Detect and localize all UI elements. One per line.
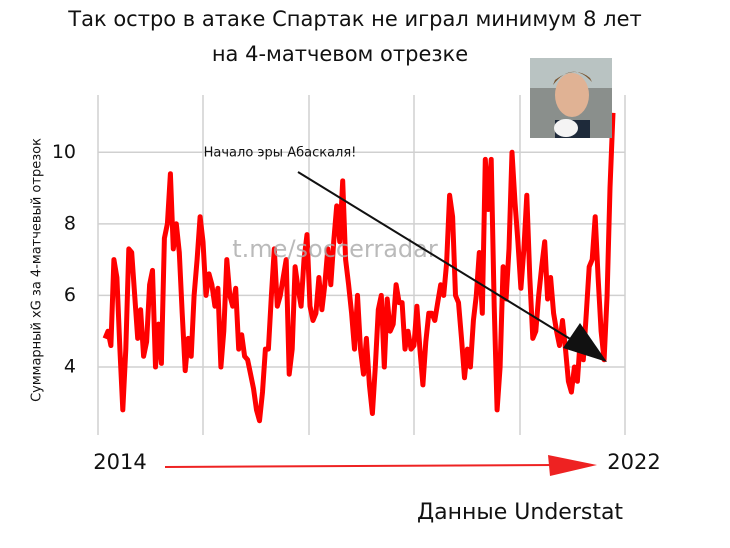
y-tick-label: 10 [52, 141, 76, 163]
y-tick-label: 8 [64, 212, 76, 234]
chart-title: Так остро в атаке Спартак не играл миним… [67, 7, 641, 31]
photo [530, 58, 612, 138]
annotation-arrow [297, 171, 607, 362]
time-arrow [164, 455, 597, 476]
chart-title: на 4-матчевом отрезке [212, 42, 468, 66]
y-axis-label: Суммарный xG за 4-матчевый отрезок [30, 138, 45, 402]
annotation: Начало эры Абаскаля! [204, 146, 357, 161]
x-tick-label: 2014 [93, 450, 146, 474]
y-tick-label: 6 [64, 284, 76, 306]
watermark: t.me/soccerradar [232, 235, 438, 263]
y-tick-label: 4 [64, 356, 76, 378]
data-line [102, 112, 616, 424]
source: Данные Understat [417, 500, 623, 525]
x-tick-label: 2022 [607, 450, 660, 474]
